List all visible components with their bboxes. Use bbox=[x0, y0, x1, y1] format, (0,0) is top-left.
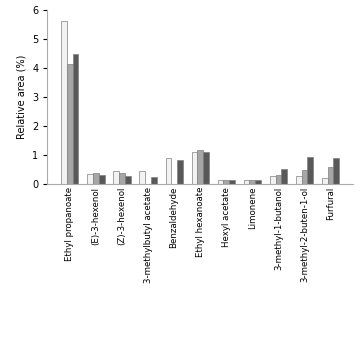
Bar bbox=[218, 180, 223, 184]
Bar bbox=[255, 180, 261, 184]
Bar bbox=[113, 171, 119, 184]
Bar bbox=[73, 54, 78, 184]
Bar bbox=[328, 168, 333, 184]
Bar bbox=[296, 176, 302, 184]
Bar bbox=[322, 178, 328, 184]
Bar bbox=[281, 169, 287, 184]
Bar bbox=[67, 64, 73, 184]
Bar bbox=[166, 158, 171, 184]
Bar bbox=[302, 170, 307, 184]
Bar bbox=[244, 180, 249, 184]
Bar bbox=[61, 20, 67, 184]
Bar bbox=[307, 157, 313, 184]
Bar bbox=[197, 150, 203, 184]
Bar bbox=[229, 180, 235, 184]
Bar bbox=[333, 159, 339, 184]
Bar bbox=[99, 175, 104, 184]
Bar bbox=[276, 175, 281, 184]
Bar bbox=[223, 180, 229, 184]
Y-axis label: Relative area (%): Relative area (%) bbox=[16, 55, 27, 139]
Bar bbox=[151, 177, 157, 184]
Bar bbox=[93, 173, 99, 184]
Bar bbox=[125, 176, 131, 184]
Bar bbox=[203, 152, 209, 184]
Bar bbox=[139, 171, 145, 184]
Bar bbox=[177, 160, 183, 184]
Bar bbox=[270, 176, 276, 184]
Bar bbox=[249, 180, 255, 184]
Bar bbox=[119, 173, 125, 184]
Bar bbox=[191, 152, 197, 184]
Bar bbox=[87, 174, 93, 184]
